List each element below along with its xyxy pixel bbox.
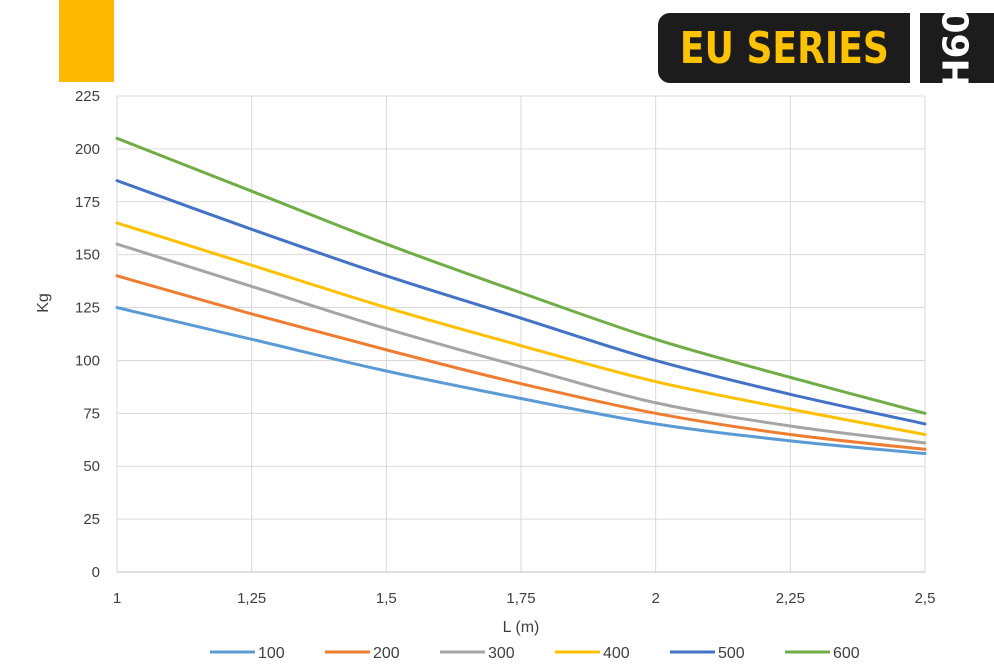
- y-tick-label: 50: [83, 458, 100, 475]
- x-tick-label: 1: [113, 590, 121, 607]
- accent-tab: [59, 0, 114, 82]
- y-tick-label: 125: [75, 300, 100, 317]
- series-line-600: [115, 136, 927, 415]
- chart-grid: [117, 95, 926, 572]
- y-axis-title: Kg: [35, 293, 52, 313]
- model-badge: H60: [920, 8, 994, 88]
- chart-series-lines: [115, 136, 927, 456]
- brand-badge: EU SERIES: [658, 13, 910, 83]
- y-tick-label: 100: [75, 352, 100, 369]
- x-tick-label: 1,5: [376, 590, 397, 607]
- legend-label-100: 100: [258, 645, 285, 662]
- x-axis-title: L (m): [503, 619, 540, 636]
- y-tick-label: 0: [92, 564, 100, 581]
- x-tick-label: 2,25: [776, 590, 805, 607]
- legend-label-300: 300: [488, 645, 515, 662]
- series-line-300: [115, 242, 927, 445]
- series-line-200: [115, 274, 927, 451]
- chart-legend: 100 200 300 400 500 600: [210, 645, 860, 662]
- series-line-100: [115, 306, 927, 456]
- legend-label-600: 600: [833, 645, 860, 662]
- y-tick-label: 225: [75, 88, 100, 105]
- brand-title: EU SERIES: [679, 22, 889, 74]
- chart-tick-labels: 0 25 50 75 100 125 150 175 200 225 1 1,25 1,5 1,75 2 2,…: [75, 88, 935, 607]
- y-tick-label: 175: [75, 194, 100, 211]
- x-tick-label: 1,75: [506, 590, 535, 607]
- legend-label-200: 200: [373, 645, 400, 662]
- y-tick-label: 75: [83, 405, 100, 422]
- series-line-400: [115, 221, 927, 436]
- y-tick-label: 200: [75, 141, 100, 158]
- chart-axes: [116, 96, 925, 573]
- x-tick-label: 2: [651, 590, 659, 607]
- series-line-500: [115, 179, 927, 426]
- x-tick-label: 1,25: [237, 590, 266, 607]
- y-tick-label: 25: [83, 511, 100, 528]
- legend-label-400: 400: [603, 645, 630, 662]
- x-tick-label: 2,5: [915, 590, 936, 607]
- legend-label-500: 500: [718, 645, 745, 662]
- y-tick-label: 150: [75, 247, 100, 264]
